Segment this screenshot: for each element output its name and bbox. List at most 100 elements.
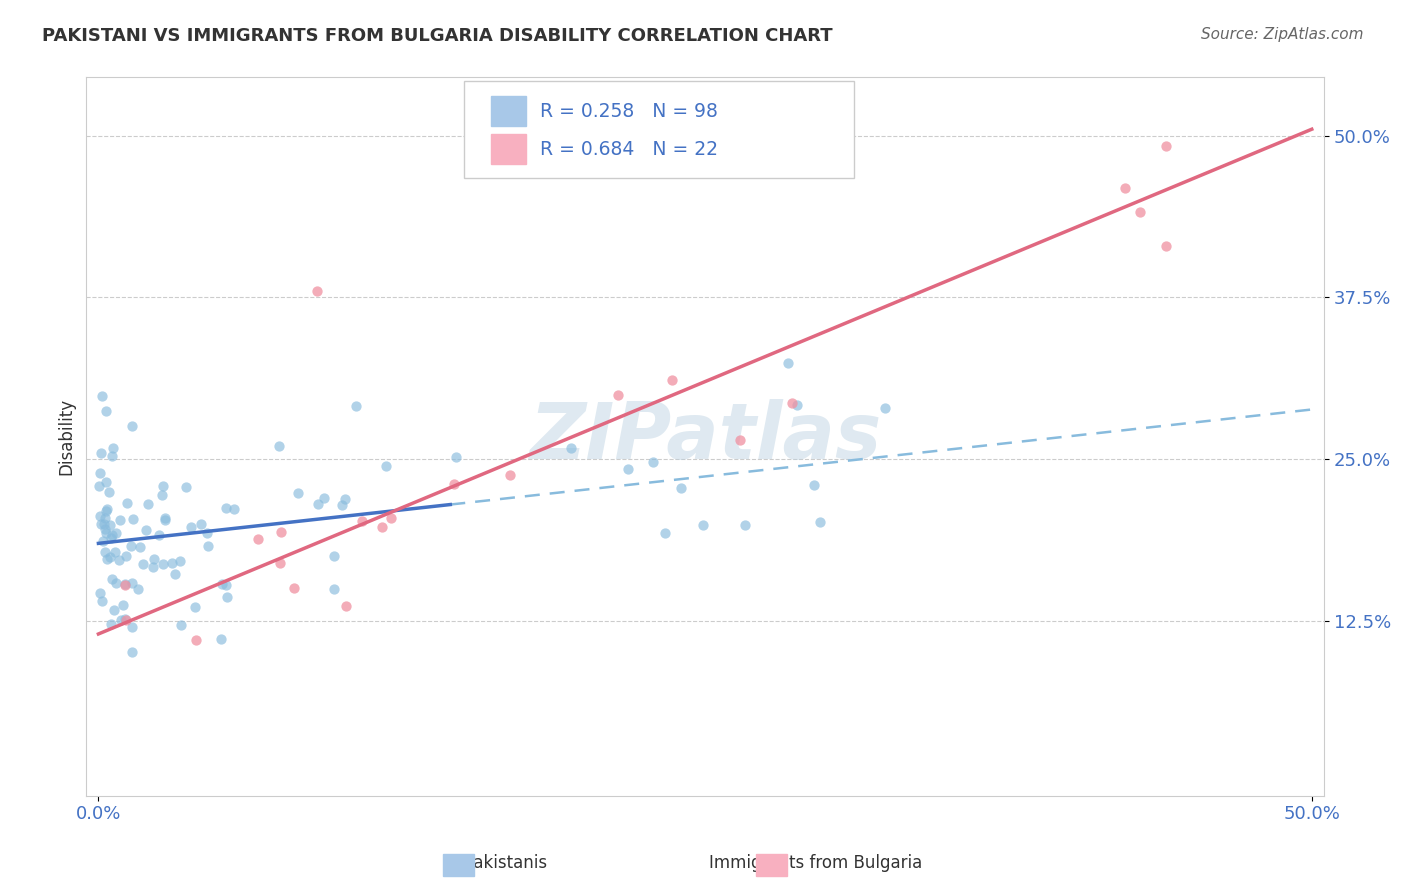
Y-axis label: Disability: Disability: [58, 398, 75, 475]
Point: [90, 517, 112, 532]
Point: [148, 528, 170, 542]
Point: [121, 576, 143, 591]
Point: [105, 576, 128, 591]
Point: [499, 467, 522, 482]
Point: [215, 501, 238, 516]
Point: [305, 284, 328, 298]
Point: [350, 514, 373, 528]
Point: [323, 549, 346, 564]
Point: [446, 450, 468, 465]
Point: [143, 551, 166, 566]
Point: [661, 373, 683, 387]
Point: [808, 515, 831, 529]
FancyBboxPatch shape: [491, 96, 526, 126]
Point: [132, 558, 155, 572]
Point: [270, 525, 292, 540]
Point: [267, 439, 290, 453]
Point: [127, 582, 149, 596]
Point: [165, 566, 187, 581]
Point: [121, 645, 143, 659]
Point: [184, 600, 207, 615]
Point: [135, 523, 157, 537]
Point: [94, 522, 117, 536]
Text: Source: ZipAtlas.com: Source: ZipAtlas.com: [1201, 27, 1364, 42]
Point: [90, 594, 112, 608]
Point: [287, 485, 309, 500]
Point: [104, 525, 127, 540]
Point: [108, 513, 131, 527]
Point: [100, 531, 122, 545]
Point: [209, 632, 232, 647]
Point: [103, 602, 125, 616]
Point: [786, 398, 808, 412]
Point: [180, 519, 202, 533]
Point: [89, 508, 111, 523]
Point: [100, 616, 122, 631]
Point: [380, 510, 402, 524]
Point: [371, 519, 394, 533]
Point: [153, 512, 176, 526]
Point: [114, 611, 136, 625]
Point: [1154, 139, 1177, 153]
Point: [734, 518, 756, 533]
Point: [96, 501, 118, 516]
Point: [100, 518, 122, 533]
Point: [728, 433, 751, 447]
Point: [136, 497, 159, 511]
Point: [170, 618, 193, 632]
Point: [330, 499, 353, 513]
Point: [115, 495, 138, 509]
Point: [190, 516, 212, 531]
Point: [283, 581, 305, 595]
Point: [94, 475, 117, 490]
Point: [344, 399, 367, 413]
Text: R = 0.258   N = 98: R = 0.258 N = 98: [540, 102, 718, 120]
Point: [98, 485, 121, 500]
Point: [160, 556, 183, 570]
Point: [152, 557, 174, 571]
Text: Pakistanis: Pakistanis: [464, 855, 548, 872]
Point: [90, 446, 112, 460]
Point: [96, 551, 118, 566]
Point: [115, 613, 138, 627]
Point: [780, 396, 803, 410]
Point: [114, 576, 136, 591]
Text: PAKISTANI VS IMMIGRANTS FROM BULGARIA DISABILITY CORRELATION CHART: PAKISTANI VS IMMIGRANTS FROM BULGARIA DI…: [42, 27, 832, 45]
Point: [98, 550, 121, 565]
Point: [195, 526, 218, 541]
Point: [93, 516, 115, 531]
Point: [323, 582, 346, 596]
Point: [112, 598, 135, 612]
Point: [222, 502, 245, 516]
Text: R = 0.684   N = 22: R = 0.684 N = 22: [540, 140, 718, 159]
Point: [94, 526, 117, 541]
Point: [776, 356, 799, 370]
Point: [671, 481, 693, 495]
Point: [308, 497, 330, 511]
Point: [101, 450, 124, 464]
Point: [89, 466, 111, 480]
Point: [643, 455, 665, 469]
Point: [335, 599, 357, 614]
Point: [1114, 180, 1136, 194]
FancyBboxPatch shape: [491, 134, 526, 164]
Point: [120, 539, 142, 553]
Point: [121, 419, 143, 434]
Point: [104, 544, 127, 558]
Point: [89, 586, 111, 600]
Point: [169, 554, 191, 568]
Text: ZIPatlas: ZIPatlas: [529, 399, 882, 475]
Point: [692, 518, 714, 533]
Point: [91, 534, 114, 549]
Point: [150, 488, 173, 502]
Point: [114, 549, 136, 563]
Point: [873, 401, 896, 415]
Point: [129, 540, 152, 554]
Point: [375, 459, 398, 474]
Point: [269, 557, 291, 571]
Point: [211, 577, 233, 591]
Point: [654, 525, 676, 540]
FancyBboxPatch shape: [464, 81, 853, 178]
Point: [174, 480, 197, 494]
Point: [101, 441, 124, 455]
